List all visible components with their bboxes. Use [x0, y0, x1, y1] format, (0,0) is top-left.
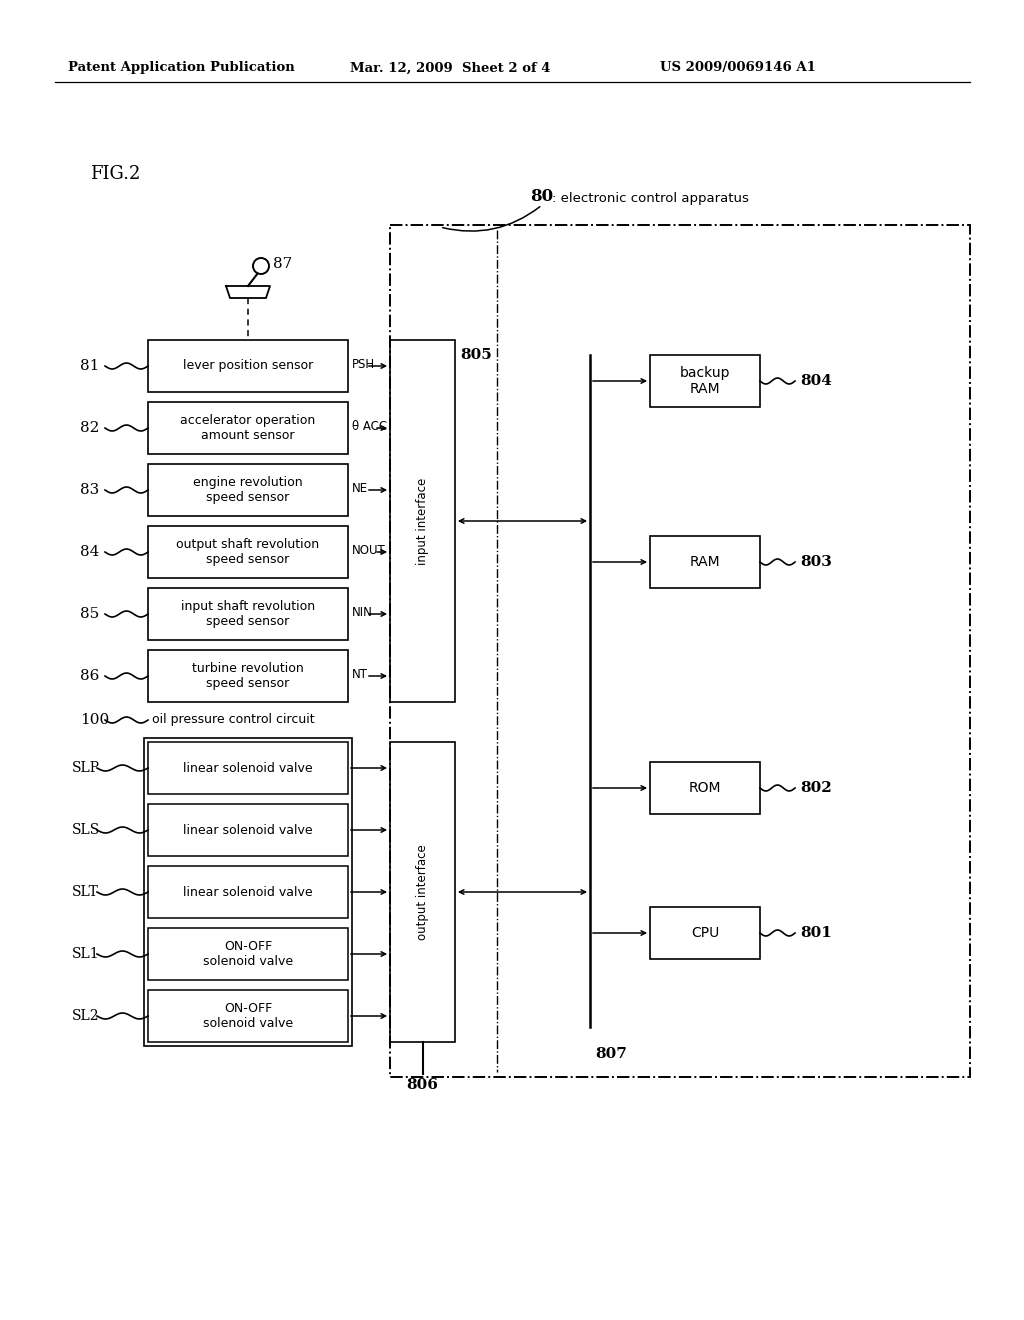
Bar	[144, 738, 352, 1045]
Text: Mar. 12, 2009  Sheet 2 of 4: Mar. 12, 2009 Sheet 2 of 4	[350, 62, 551, 74]
Text: SLS: SLS	[72, 822, 100, 837]
Bar	[148, 587, 348, 640]
Text: 100: 100	[80, 713, 110, 727]
Text: : electronic control apparatus: : electronic control apparatus	[552, 191, 749, 205]
Bar	[390, 224, 970, 1077]
Text: 805: 805	[460, 348, 492, 362]
Text: 802: 802	[800, 781, 831, 795]
Text: lever position sensor: lever position sensor	[183, 359, 313, 372]
Text: NOUT: NOUT	[352, 544, 386, 557]
Text: turbine revolution
speed sensor: turbine revolution speed sensor	[193, 663, 304, 690]
Text: 87: 87	[273, 257, 292, 271]
Text: 804: 804	[800, 374, 831, 388]
Text: 801: 801	[800, 927, 831, 940]
Text: linear solenoid valve: linear solenoid valve	[183, 762, 312, 775]
Text: SL1: SL1	[72, 946, 99, 961]
Text: accelerator operation
amount sensor: accelerator operation amount sensor	[180, 414, 315, 442]
Text: 806: 806	[407, 1078, 438, 1092]
Text: output shaft revolution
speed sensor: output shaft revolution speed sensor	[176, 539, 319, 566]
Text: US 2009/0069146 A1: US 2009/0069146 A1	[660, 62, 816, 74]
Text: θ ACC: θ ACC	[352, 420, 387, 433]
Text: input shaft revolution
speed sensor: input shaft revolution speed sensor	[181, 601, 315, 628]
Bar	[650, 536, 760, 587]
Bar	[148, 465, 348, 516]
Bar	[390, 341, 455, 702]
Text: NE: NE	[352, 482, 368, 495]
Bar	[148, 649, 348, 702]
Bar	[148, 341, 348, 392]
Text: oil pressure control circuit: oil pressure control circuit	[152, 714, 314, 726]
Text: ROM: ROM	[689, 781, 721, 795]
Text: FIG.2: FIG.2	[90, 165, 140, 183]
Bar	[148, 990, 348, 1041]
Text: engine revolution
speed sensor: engine revolution speed sensor	[194, 477, 303, 504]
Text: ON-OFF
solenoid valve: ON-OFF solenoid valve	[203, 940, 293, 968]
Text: backup
RAM: backup RAM	[680, 366, 730, 396]
Text: linear solenoid valve: linear solenoid valve	[183, 886, 312, 899]
Bar	[148, 928, 348, 979]
Bar	[148, 403, 348, 454]
Text: 83: 83	[80, 483, 99, 498]
Text: PSH: PSH	[352, 358, 375, 371]
Bar	[148, 804, 348, 855]
Text: output interface: output interface	[416, 843, 429, 940]
Bar	[148, 866, 348, 917]
Text: 807: 807	[595, 1047, 627, 1061]
Text: 85: 85	[80, 607, 99, 620]
Text: CPU: CPU	[691, 927, 719, 940]
Text: 81: 81	[80, 359, 99, 374]
Bar	[650, 907, 760, 960]
Bar	[148, 742, 348, 795]
Text: NT: NT	[352, 668, 368, 681]
Text: Patent Application Publication: Patent Application Publication	[68, 62, 295, 74]
Text: 80: 80	[530, 187, 553, 205]
Text: 86: 86	[80, 669, 99, 682]
Text: 84: 84	[80, 545, 99, 558]
Circle shape	[253, 257, 269, 275]
Text: linear solenoid valve: linear solenoid valve	[183, 824, 312, 837]
Text: RAM: RAM	[690, 554, 720, 569]
Text: SLP: SLP	[72, 762, 100, 775]
Text: ON-OFF
solenoid valve: ON-OFF solenoid valve	[203, 1002, 293, 1030]
Text: input interface: input interface	[416, 478, 429, 565]
Bar	[148, 525, 348, 578]
Text: SL2: SL2	[72, 1008, 99, 1023]
Text: 803: 803	[800, 554, 831, 569]
Text: NIN: NIN	[352, 606, 373, 619]
Bar	[650, 355, 760, 407]
Text: SLT: SLT	[72, 884, 99, 899]
Text: 82: 82	[80, 421, 99, 436]
Bar	[650, 762, 760, 814]
Bar	[390, 742, 455, 1041]
